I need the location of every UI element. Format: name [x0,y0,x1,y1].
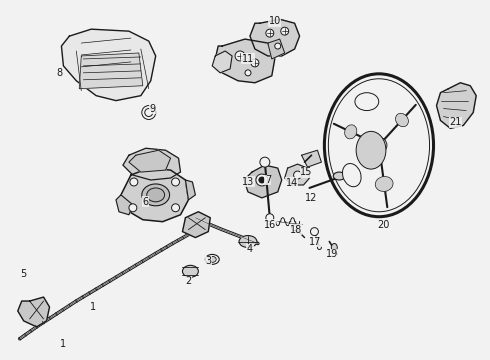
Text: 10: 10 [269,16,281,26]
Polygon shape [215,39,275,83]
Polygon shape [121,168,189,222]
Text: 6: 6 [143,197,149,207]
Ellipse shape [343,163,361,187]
Ellipse shape [356,131,386,169]
Ellipse shape [147,188,165,202]
Circle shape [259,177,265,183]
Circle shape [130,178,138,186]
Ellipse shape [331,243,337,251]
Polygon shape [18,297,49,327]
Circle shape [292,225,297,231]
Circle shape [294,171,301,179]
Circle shape [235,51,245,61]
Ellipse shape [208,256,216,262]
Circle shape [371,137,387,153]
Circle shape [256,174,268,186]
Ellipse shape [395,113,409,127]
Polygon shape [250,19,299,56]
Text: 17: 17 [309,237,321,247]
Text: 18: 18 [290,225,302,235]
Polygon shape [182,212,210,238]
Text: 16: 16 [264,220,276,230]
Text: 8: 8 [56,68,63,78]
Ellipse shape [344,125,357,139]
Polygon shape [123,148,180,180]
Text: 13: 13 [242,177,254,187]
Polygon shape [116,195,133,215]
Circle shape [318,246,321,249]
Text: 4: 4 [247,244,253,255]
Polygon shape [185,180,196,200]
Polygon shape [79,53,143,89]
Circle shape [251,59,259,67]
Text: 19: 19 [326,249,339,260]
Text: 14: 14 [286,178,298,188]
Ellipse shape [205,255,219,264]
Text: 12: 12 [305,193,318,203]
Polygon shape [129,150,171,172]
Polygon shape [244,165,282,198]
Circle shape [311,228,319,235]
Ellipse shape [328,79,430,212]
Polygon shape [301,150,321,167]
Ellipse shape [355,93,379,111]
Polygon shape [61,29,156,100]
Ellipse shape [324,74,434,217]
Text: 5: 5 [21,269,27,279]
Polygon shape [212,51,232,73]
Circle shape [281,27,289,35]
Circle shape [145,109,153,117]
Circle shape [266,29,274,37]
Circle shape [275,43,281,49]
Polygon shape [437,83,476,129]
Ellipse shape [142,184,170,206]
Polygon shape [268,39,285,59]
Text: 9: 9 [149,104,156,113]
Ellipse shape [182,265,198,277]
Ellipse shape [333,172,345,180]
Text: 1: 1 [60,339,67,349]
Circle shape [260,157,270,167]
Text: 7: 7 [265,175,271,185]
Text: 11: 11 [242,54,254,64]
Ellipse shape [375,176,393,192]
Text: 15: 15 [300,167,313,177]
Circle shape [129,204,137,212]
Polygon shape [285,164,310,185]
Text: 1: 1 [90,302,96,312]
Circle shape [172,178,179,186]
Text: 3: 3 [205,256,211,266]
Text: 2: 2 [185,276,192,286]
Circle shape [266,214,274,222]
Circle shape [142,105,156,120]
Circle shape [172,204,179,212]
Circle shape [245,70,251,76]
Text: 20: 20 [378,220,390,230]
Ellipse shape [239,235,257,247]
Text: 21: 21 [449,117,462,127]
